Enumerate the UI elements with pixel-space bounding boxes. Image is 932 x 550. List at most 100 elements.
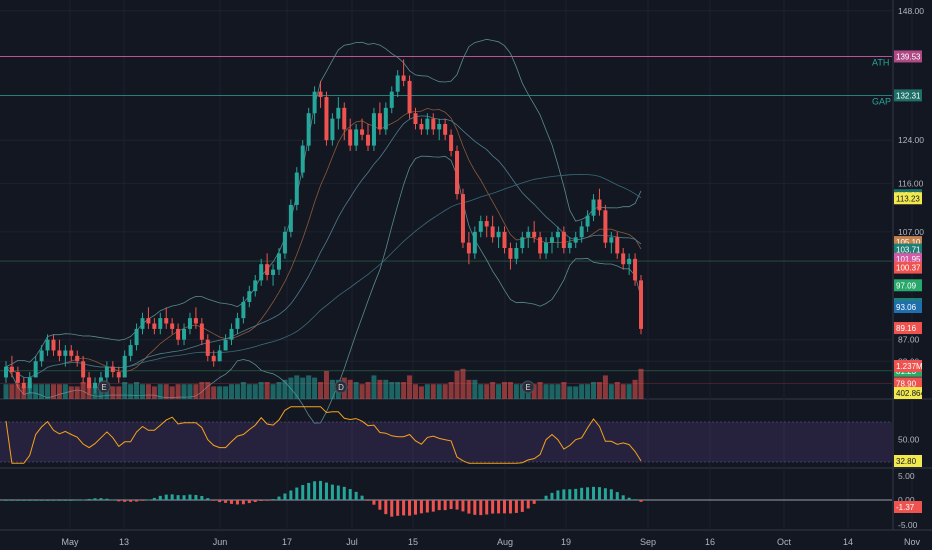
- volume-bar: [246, 384, 252, 399]
- candle-body: [300, 145, 305, 173]
- candle-body: [271, 269, 276, 275]
- candle-body: [585, 215, 590, 227]
- volume-bar: [448, 382, 454, 399]
- volume-bar: [223, 386, 229, 399]
- volume-bar: [555, 384, 561, 399]
- macd-histogram-bar: [497, 500, 501, 514]
- volume-bar: [389, 382, 395, 399]
- candle-body: [419, 124, 424, 130]
- macd-histogram-bar: [313, 481, 317, 500]
- volume-bar: [80, 382, 86, 399]
- x-tick-label: Jun: [213, 537, 228, 547]
- x-tick-label: 17: [282, 537, 292, 547]
- candle-body: [502, 231, 507, 249]
- macd-histogram-bar: [283, 493, 287, 500]
- macd-histogram-bar: [562, 489, 566, 500]
- macd-histogram-bar: [40, 500, 44, 501]
- macd-histogram-bar: [402, 500, 406, 516]
- macd-histogram-bar: [408, 500, 412, 516]
- macd-histogram-bar: [289, 490, 293, 500]
- volume-bar: [347, 379, 353, 399]
- price-tag-label: 105.10: [896, 238, 921, 247]
- volume-bar: [442, 384, 448, 399]
- macd-histogram-bar: [277, 496, 281, 500]
- volume-bar: [318, 382, 324, 399]
- candle-body: [146, 318, 151, 324]
- volume-bar: [217, 386, 223, 399]
- x-tick-label: 19: [561, 537, 571, 547]
- macd-histogram-bar: [354, 491, 358, 500]
- macd-histogram-bar: [200, 495, 204, 500]
- price-tick-label: 107.00: [898, 227, 924, 237]
- volume-bar: [466, 379, 472, 399]
- macd-histogram-bar: [51, 500, 55, 501]
- x-tick-label: 13: [119, 537, 129, 547]
- macd-histogram-bar: [271, 499, 275, 500]
- event-marker: [334, 380, 348, 394]
- macd-histogram-bar: [235, 500, 239, 505]
- volume-bar: [50, 384, 56, 399]
- volume-bar: [21, 386, 27, 399]
- candle-body: [460, 194, 465, 243]
- candle-body: [514, 248, 519, 259]
- candle-body: [597, 199, 602, 211]
- volume-bar: [175, 384, 181, 399]
- candle-body: [247, 291, 252, 302]
- macd-histogram-bar: [224, 500, 228, 503]
- macd-value-label: -1.37: [896, 503, 915, 512]
- x-tick-label: 15: [408, 537, 418, 547]
- macd-histogram-bar: [413, 500, 417, 515]
- volume-bar: [490, 382, 496, 399]
- candle-body: [407, 80, 412, 114]
- volume-bar: [39, 384, 45, 399]
- volume-bar: [45, 384, 51, 399]
- candle-body: [164, 318, 169, 324]
- price-tag-label: 89.16: [896, 324, 917, 333]
- candle-body: [229, 328, 234, 340]
- macd-tick-label: 5.00: [898, 471, 915, 481]
- candle-body: [75, 355, 80, 362]
- volume-bar: [424, 384, 430, 399]
- volume-bar: [128, 384, 134, 399]
- macd-histogram-bar: [301, 485, 305, 500]
- candle-body: [128, 345, 133, 356]
- candle-body: [633, 258, 638, 281]
- macd-histogram-bar: [461, 500, 465, 512]
- macd-histogram-bar: [170, 494, 174, 500]
- volume-bar: [306, 375, 312, 399]
- price-tag: [894, 301, 922, 314]
- price-tag-label: 101.95: [896, 255, 921, 264]
- event-marker-label: E: [101, 383, 106, 392]
- candle-body: [555, 231, 560, 238]
- candle-body: [33, 361, 38, 378]
- candle-body: [9, 366, 14, 373]
- candle-body: [383, 107, 388, 130]
- candle-body: [140, 318, 145, 329]
- candle-body: [466, 242, 471, 254]
- macd-histogram-bar: [81, 499, 85, 501]
- candle-body: [455, 150, 460, 195]
- volume-bar: [264, 382, 270, 399]
- bollinger-upper: [5, 38, 642, 367]
- price-tag: [894, 377, 922, 390]
- candle-body: [152, 323, 157, 329]
- candle-body: [591, 199, 596, 216]
- macd-histogram-bar: [324, 482, 328, 500]
- price-tag-label: 103.71: [896, 246, 921, 255]
- price-tag-label: 139.53: [896, 52, 921, 61]
- macd-histogram-bar: [182, 495, 186, 500]
- candle-body: [176, 328, 181, 340]
- macd-histogram-bar: [140, 500, 144, 501]
- volume-bar: [460, 368, 466, 399]
- macd-histogram-bar: [627, 497, 631, 500]
- candle-body: [63, 350, 68, 356]
- macd-histogram-bar: [384, 500, 388, 515]
- macd-histogram-bar: [621, 495, 625, 500]
- volume-bar: [3, 384, 9, 399]
- volume-bar: [353, 382, 359, 399]
- volume-bar: [193, 384, 199, 399]
- macd-histogram-bar: [63, 500, 67, 501]
- candle-body: [265, 264, 270, 275]
